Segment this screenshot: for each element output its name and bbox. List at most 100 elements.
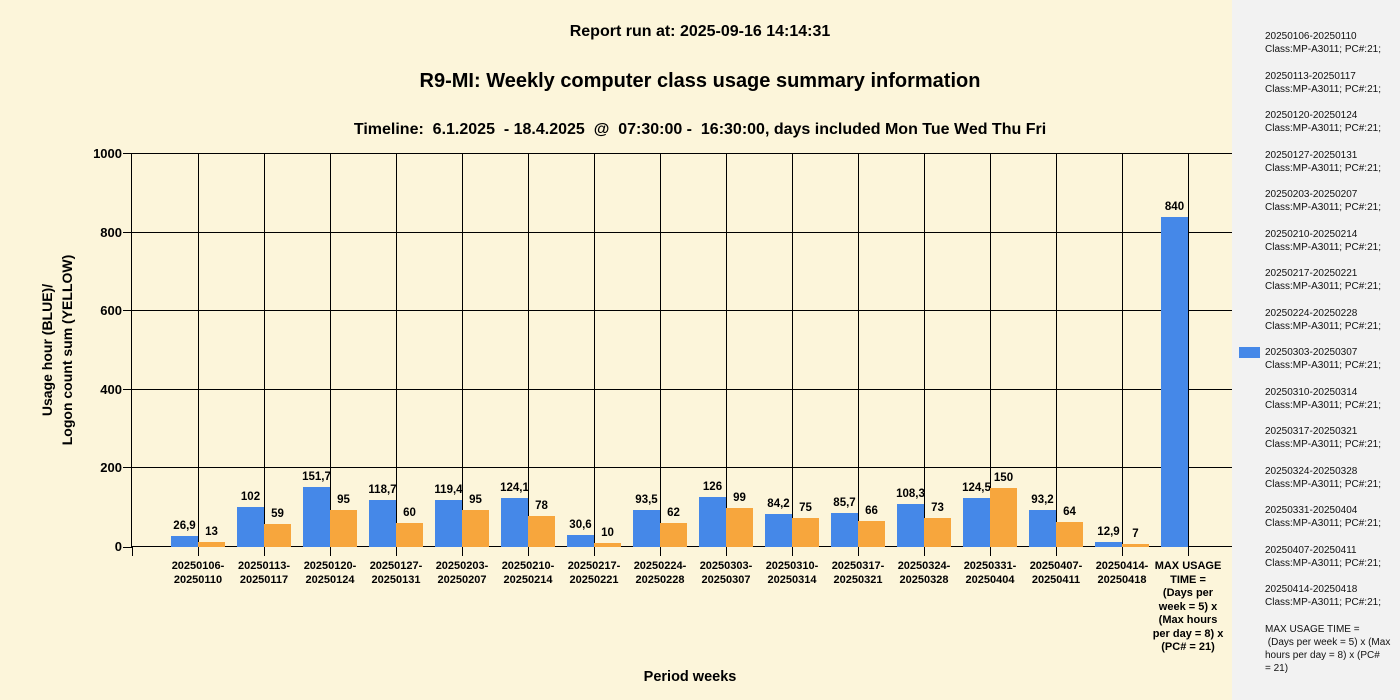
bar-usage-hour [633, 510, 660, 547]
bar-usage-hour [765, 513, 792, 547]
chart-timeline-subtitle: Timeline: 6.1.2025 - 18.4.2025 @ 07:30:0… [353, 121, 1047, 138]
legend-item-period: 20250113-20250117 [1265, 70, 1356, 82]
legend-item-class: Class:MP-A3011; PC#:21; [1265, 320, 1381, 332]
bar-value-label: 10 [601, 527, 614, 540]
gridline-vertical [396, 154, 397, 546]
gridline-vertical [1056, 154, 1057, 546]
x-axis-category-label-line: 20250314 [767, 573, 817, 586]
legend-item-class: Class:MP-A3011; PC#:21; [1265, 44, 1381, 55]
bar-value-label: 126 [702, 481, 723, 494]
x-axis-category-label-line: 20250127- [369, 560, 423, 572]
bar-usage-hour [501, 498, 528, 547]
legend-marker-swatch [1239, 347, 1260, 358]
x-axis-category-label: 20250210- 20250214 [462, 560, 594, 587]
x-axis-title: Period weeks [643, 669, 737, 685]
legend-item: 20250407-20250411 Class:MP-A3011; PC#:21; [1265, 544, 1394, 570]
x-axis-category-label-line: 20250224- [633, 560, 687, 572]
y-axis-tick-label: 400 [100, 381, 122, 397]
x-axis-category-label-line: 20250414- [1095, 560, 1149, 572]
x-axis-category-label-line: 20250203- [435, 560, 489, 572]
x-axis-category-label-line: TIME = [1170, 573, 1206, 586]
gridline-vertical [990, 154, 991, 546]
x-axis-tick [330, 547, 331, 556]
gridline-vertical [528, 154, 529, 546]
y-axis-tick [123, 153, 132, 154]
bar-value-label: 151,7 [302, 471, 331, 484]
bar-value-label: 124,5 [962, 482, 991, 495]
legend-item-period: 20250414-20250418 [1265, 584, 1358, 595]
bar-value-label: 95 [337, 493, 350, 506]
legend-item-period: 20250224-20250228 [1265, 307, 1358, 319]
legend-item-class: Class:MP-A3011; PC#:21; [1265, 518, 1381, 529]
x-axis-tick [462, 547, 463, 556]
x-axis-category-label-line: MAX USAGE [1154, 560, 1222, 572]
legend-max-usage-note-line: (Days per week = 5) x (Max [1265, 636, 1391, 648]
gridline-horizontal [132, 388, 1232, 390]
bar-logon-count [660, 522, 687, 547]
x-axis-tick [198, 547, 199, 556]
bar-logon-count [726, 508, 753, 547]
bar-value-label: 118,7 [368, 484, 397, 497]
legend-item-period: 20250120-20250124 [1265, 110, 1358, 121]
legend-item-class: Class:MP-A3011; PC#:21; [1265, 241, 1381, 253]
bar-logon-count [462, 509, 489, 547]
x-axis-category-label-line: 20250411 [1031, 573, 1081, 586]
gridline-vertical [198, 154, 199, 546]
legend-item-period: 20250303-20250307 [1265, 347, 1358, 358]
legend-item-period: 20250331-20250404 [1265, 505, 1358, 516]
x-axis-category-label-line: 20250221 [569, 573, 619, 586]
bar-value-label: 124,1 [500, 482, 529, 495]
legend-item-period: 20250217-20250221 [1265, 268, 1358, 279]
gridline-vertical [330, 154, 331, 546]
bar-usage-hour [831, 513, 858, 547]
gridline-vertical [264, 154, 265, 546]
plot-area: 0 200 400 600 800 1000 26,9 13 20250106- 20250110… [93, 146, 1232, 653]
x-axis-category-label: 20250217- 20250221 [528, 560, 660, 587]
bar-value-label: 59 [271, 507, 284, 520]
gridline-vertical [660, 154, 661, 546]
bar-logon-count [792, 517, 819, 547]
bar-usage-hour [1095, 541, 1122, 547]
bar-logon-count [1056, 521, 1083, 547]
legend-item: 20250210-20250214 Class:MP-A3011; PC#:21; [1265, 228, 1394, 254]
gridline-vertical [462, 154, 463, 546]
x-axis-category-label: 20250324- 20250328 [858, 560, 990, 587]
legend-item: 20250224-20250228 Class:MP-A3011; PC#:21; [1265, 307, 1394, 333]
legend-item-class: Class:MP-A3011; PC#:21; [1265, 162, 1381, 174]
legend-item-class: Class:MP-A3011; PC#:21; [1265, 83, 1381, 95]
x-axis-category-label-line: 20250404 [965, 573, 1015, 586]
bar-usage-hour [303, 487, 330, 547]
x-axis-category-label: 20250303- 20250307 [660, 560, 792, 587]
x-axis-category-label-line: 20250124 [305, 573, 355, 586]
x-axis-category-label-line: 20250214 [503, 573, 553, 586]
bar-value-label: 64 [1063, 505, 1076, 518]
bar-value-label: 95 [469, 493, 482, 506]
legend-panel: 20250106-20250110 Class:MP-A3011; PC#:21;… [1232, 0, 1400, 700]
legend-item-class: Class:MP-A3011; PC#:21; [1265, 123, 1381, 134]
legend-item-class: Class:MP-A3011; PC#:21; [1265, 399, 1381, 411]
x-axis-category-label-line: 20250207 [437, 573, 487, 586]
x-axis-category-label-line: 20250310- [765, 560, 819, 572]
x-axis-category-label-line: 20250106- [171, 560, 225, 572]
x-axis-category-label-line: 20250317- [831, 560, 885, 572]
bar-logon-count [528, 516, 555, 547]
legend-item: 20250414-20250418 Class:MP-A3011; PC#:21; [1265, 583, 1394, 609]
y-axis-title: Usage hour (BLUE)/ Logon count sum (YELL… [37, 255, 77, 446]
legend-item-period: 20250127-20250131 [1265, 149, 1358, 161]
legend-item-class: Class:MP-A3011; PC#:21; [1265, 557, 1381, 569]
y-axis-tick [123, 388, 132, 390]
legend-max-usage-note-line: MAX USAGE TIME = [1265, 623, 1360, 635]
legend-max-usage-note-line: hours per day = 8) x (PC# [1265, 649, 1380, 661]
x-axis-tick [396, 547, 397, 556]
x-axis-category-label-line: 20250110 [173, 573, 223, 586]
x-axis-category-label-line: 20250331- [963, 560, 1017, 572]
x-axis-category-label-line: (PC# = 21) [1161, 641, 1215, 653]
legend-item-period: 20250317-20250321 [1265, 426, 1358, 437]
x-axis-category-label: 20250317- 20250321 [792, 560, 924, 587]
bar-value-label: 75 [799, 501, 812, 514]
bar-value-label: 66 [865, 505, 878, 518]
x-axis-category-label: 20250127- 20250131 [330, 560, 462, 587]
bar-value-label: 85,7 [833, 497, 856, 510]
x-axis-tick [858, 547, 859, 556]
x-axis-category-label: 20250203- 20250207 [396, 560, 528, 587]
